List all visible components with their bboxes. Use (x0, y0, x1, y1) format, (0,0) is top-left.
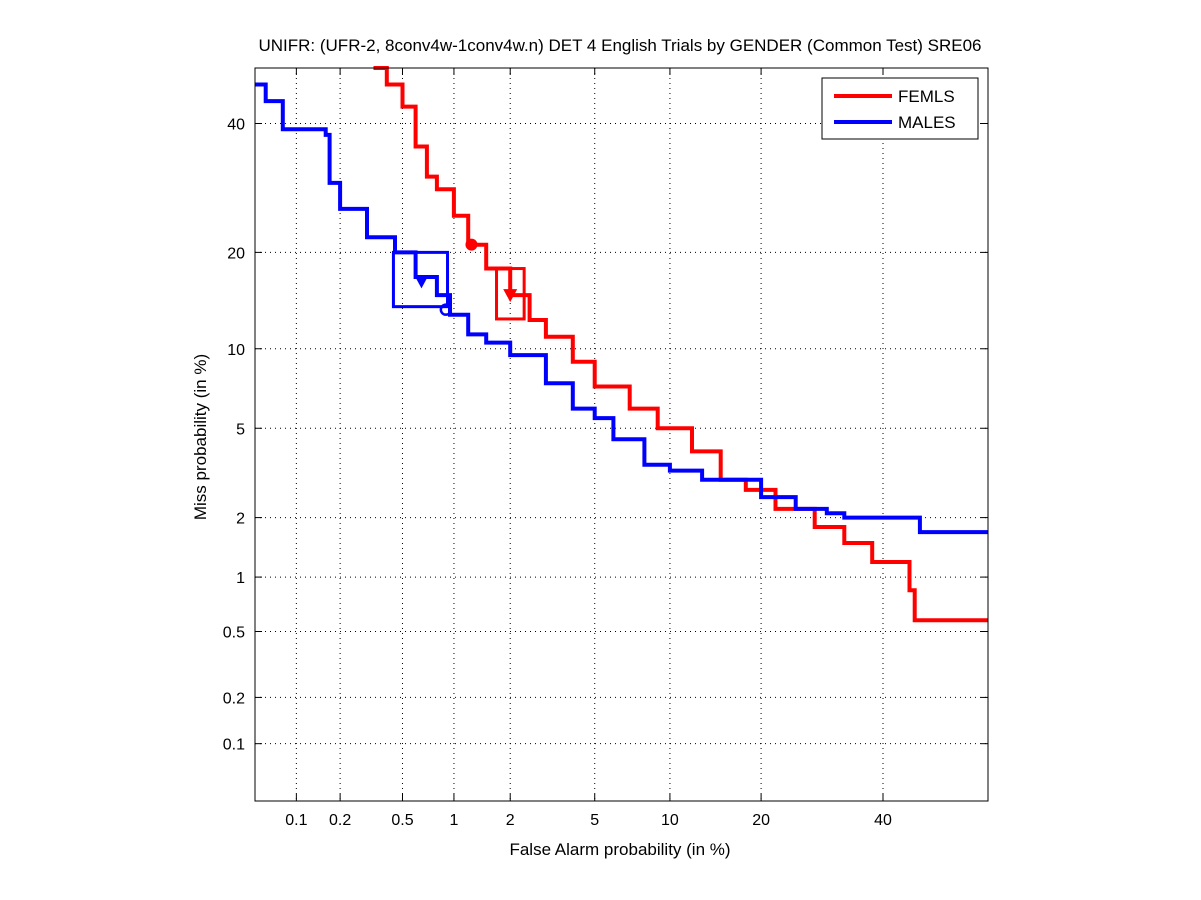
x-tick-label: 10 (661, 812, 679, 829)
min-dcf-marker-femls (465, 238, 478, 251)
plot-area-frame (254, 67, 989, 802)
legend-label-femls: FEMLS (898, 87, 955, 106)
x-tick-label: 2 (506, 812, 515, 829)
y-tick-label: 0.1 (223, 737, 245, 754)
x-tick-label: 0.5 (391, 812, 413, 829)
y-tick-label: 1 (236, 570, 245, 587)
x-tick-label: 20 (752, 812, 770, 829)
x-tick-label: 0.1 (285, 812, 307, 829)
series-line-femls (373, 66, 988, 623)
y-tick-label: 5 (236, 421, 245, 438)
x-tick-label: 5 (590, 812, 599, 829)
confidence-box-males (391, 250, 450, 309)
act-dcf-marker-femls (503, 289, 518, 303)
chart-title: UNIFR: (UFR-2, 8conv4w-1conv4w.n) DET 4 … (258, 36, 981, 55)
series-lines (255, 66, 988, 623)
act-dcf-marker-males (414, 275, 429, 289)
x-tick-label: 40 (874, 812, 892, 829)
y-tick-label: 40 (227, 116, 245, 133)
y-tick-label: 0.5 (223, 624, 245, 641)
y-axis-label: Miss probability (in %) (191, 354, 210, 520)
min-dcf-marker-males (439, 303, 453, 316)
x-tick-label: 0.2 (329, 812, 351, 829)
series-line-males (255, 82, 988, 535)
ticks: 0.1 0.2 0.5 1 2 5 10 20 40 0.1 0.2 0.5 1 2 5 10 20 40 (223, 68, 988, 829)
x-tick-label: 1 (449, 812, 458, 829)
y-tick-label: 2 (236, 511, 245, 528)
y-tick-label: 0.2 (223, 690, 245, 707)
confidence-box-femls (495, 267, 526, 321)
x-axis-label: False Alarm probability (in %) (509, 840, 730, 859)
legend: FEMLS MALES (821, 77, 979, 140)
markers (391, 238, 526, 321)
legend-box (821, 77, 979, 140)
y-tick-label: 20 (227, 245, 245, 262)
legend-label-males: MALES (898, 113, 956, 132)
y-tick-label: 10 (227, 342, 245, 359)
